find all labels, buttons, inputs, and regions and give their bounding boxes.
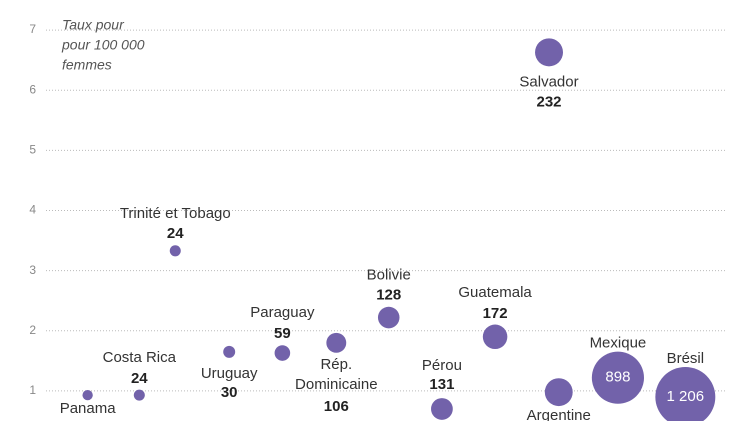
bubble bbox=[223, 345, 236, 358]
bubble bbox=[544, 378, 573, 407]
point-label: Brésil bbox=[667, 350, 705, 367]
bubble bbox=[655, 366, 716, 421]
point-label: Uruguay bbox=[201, 365, 258, 382]
point-label: Argentine bbox=[527, 407, 591, 421]
y-tick-label: 5 bbox=[29, 143, 36, 157]
point-label: Guatemala bbox=[458, 284, 532, 301]
point-label: Salvador bbox=[519, 73, 578, 90]
y-tick-label: 4 bbox=[29, 203, 36, 217]
bubble bbox=[377, 306, 400, 329]
y-tick-label: 7 bbox=[29, 22, 36, 36]
bubble bbox=[169, 245, 181, 257]
size-label: 30 bbox=[221, 384, 238, 401]
y-tick-label: 2 bbox=[29, 323, 36, 337]
bubble bbox=[482, 324, 508, 350]
point-label: Rép. Dominicaine bbox=[295, 356, 378, 393]
size-label: 172 bbox=[483, 305, 508, 322]
bubble bbox=[274, 345, 291, 361]
y-axis-label: pour 100 000 bbox=[61, 37, 145, 53]
y-tick-label: 6 bbox=[29, 82, 36, 96]
size-label: 898 bbox=[605, 369, 630, 386]
size-label: 24 bbox=[131, 370, 148, 387]
bubble bbox=[431, 398, 453, 420]
y-tick-label: 1 bbox=[29, 383, 36, 397]
bubble bbox=[326, 332, 347, 353]
y-axis-label: femmes bbox=[62, 57, 112, 73]
size-label: 131 bbox=[429, 376, 454, 393]
point-label: Pérou bbox=[422, 357, 462, 374]
point-label: Bolivie bbox=[367, 267, 411, 284]
bubble bbox=[591, 351, 644, 404]
size-label: 128 bbox=[376, 287, 401, 304]
bubble bbox=[82, 389, 93, 401]
size-label: 24 bbox=[167, 225, 184, 242]
point-label: Costa Rica bbox=[103, 349, 177, 366]
y-tick-label: 3 bbox=[29, 263, 36, 277]
point-label: Paraguay bbox=[250, 304, 315, 321]
y-axis-label: Taux pour bbox=[62, 17, 125, 33]
size-label: 232 bbox=[537, 93, 562, 110]
point-label: Panama bbox=[60, 400, 117, 417]
size-label: 1 206 bbox=[667, 388, 705, 405]
point-label: Mexique bbox=[590, 335, 647, 352]
size-label: 59 bbox=[274, 325, 291, 342]
size-label: 106 bbox=[324, 398, 349, 415]
bubble bbox=[535, 38, 564, 67]
bubble bbox=[133, 389, 145, 401]
point-label: Trinité et Tobago bbox=[120, 205, 231, 222]
